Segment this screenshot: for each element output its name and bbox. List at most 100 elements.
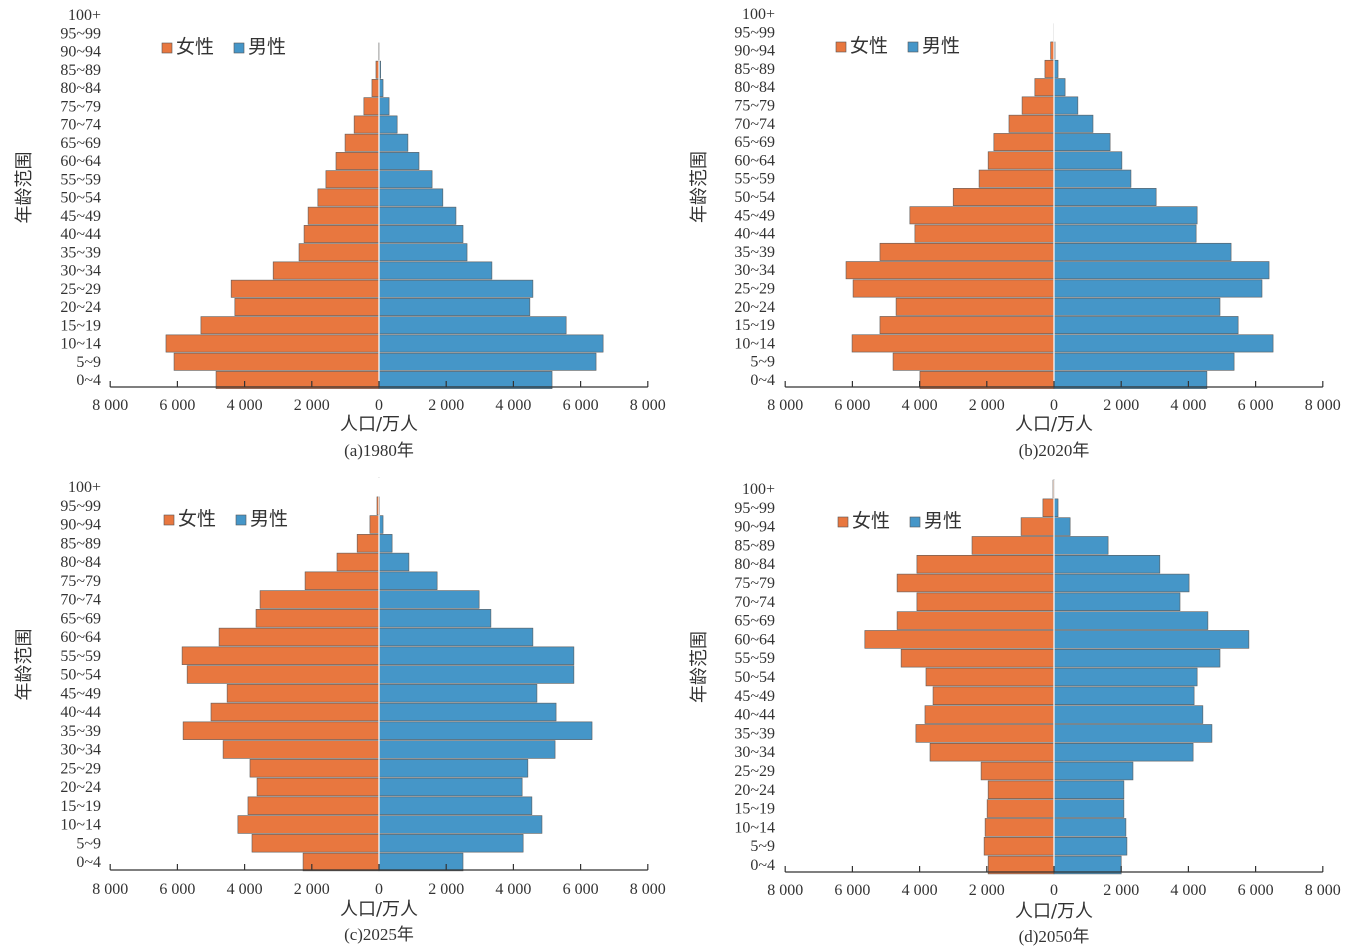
age-label: 5~9 — [750, 354, 775, 371]
x-tick-label: 8 000 — [767, 397, 803, 414]
y-axis-title: 年龄范围 — [14, 152, 35, 224]
age-label: 30~34 — [60, 742, 101, 759]
bar-female-45~49 — [307, 206, 380, 225]
legend-label-female: 女性 — [176, 36, 214, 58]
panel-caption: (c)2025年 — [344, 925, 414, 944]
bar-female-5~9 — [892, 352, 1055, 371]
x-tick-label: 2 000 — [428, 881, 464, 898]
bar-male-55~59 — [1053, 169, 1132, 188]
bar-female-30~34 — [929, 742, 1055, 762]
bar-female-30~34 — [845, 261, 1055, 280]
bar-male-70~74 — [1053, 592, 1181, 612]
x-tick-label: 2 000 — [969, 882, 1005, 899]
bar-female-0~4 — [215, 371, 380, 389]
bar-female-60~64 — [864, 630, 1055, 649]
bar-male-90~94 — [378, 515, 384, 534]
bar-male-75~79 — [1053, 573, 1190, 593]
age-label: 10~14 — [734, 819, 775, 836]
panel-caption: (d)2050年 — [1019, 927, 1090, 946]
x-tick-label: 6 000 — [159, 397, 195, 414]
y-axis-title: 年龄范围 — [689, 631, 710, 703]
bar-male-75~79 — [378, 571, 438, 590]
bar-male-5~9 — [378, 834, 524, 853]
age-label: 65~69 — [60, 135, 101, 152]
bar-male-65~69 — [378, 609, 492, 628]
x-axis-title: 人口/万人 — [340, 414, 418, 435]
bar-female-5~9 — [251, 834, 380, 853]
bar-male-15~19 — [378, 316, 567, 335]
age-label: 85~89 — [60, 62, 101, 79]
bar-male-5~9 — [1053, 352, 1235, 371]
bar-male-15~19 — [1053, 316, 1239, 335]
age-label: 65~69 — [734, 134, 775, 151]
bar-male-75~79 — [1053, 96, 1079, 115]
x-tick-label: 6 000 — [834, 882, 870, 899]
x-tick-label: 2 000 — [294, 397, 330, 414]
bar-female-50~54 — [186, 665, 380, 684]
bar-female-20~24 — [234, 298, 380, 316]
age-label: 45~49 — [60, 685, 101, 702]
age-label: 75~79 — [734, 98, 775, 115]
x-tick-label: 0 — [375, 397, 383, 414]
bar-female-80~84 — [916, 554, 1055, 574]
age-label: 0~4 — [76, 372, 101, 389]
bar-male-20~24 — [378, 777, 523, 797]
legend-swatch-female — [161, 42, 173, 54]
legend-swatch-male — [907, 41, 919, 53]
x-tick-label: 4 000 — [495, 397, 531, 414]
bar-male-85~89 — [378, 534, 393, 553]
bar-female-20~24 — [256, 777, 380, 797]
x-axis-title: 人口/万人 — [1015, 901, 1093, 922]
age-label: 20~24 — [734, 299, 775, 316]
age-label: 15~19 — [734, 801, 775, 818]
bar-male-15~19 — [378, 796, 533, 815]
bar-female-30~34 — [272, 261, 380, 280]
age-label: 50~54 — [734, 189, 775, 206]
age-label: 85~89 — [60, 535, 101, 552]
age-label: 50~54 — [60, 190, 101, 207]
bar-female-35~39 — [298, 243, 380, 262]
age-label: 90~94 — [60, 517, 101, 534]
age-label: 10~14 — [60, 336, 101, 353]
legend-label-female: 女性 — [852, 510, 890, 532]
bar-male-50~54 — [1053, 667, 1198, 687]
bar-female-45~49 — [909, 206, 1055, 225]
age-label: 95~99 — [734, 24, 775, 41]
legend-swatch-male — [909, 516, 921, 528]
x-axis-title: 人口/万人 — [340, 899, 418, 920]
x-tick-label: 4 000 — [495, 881, 531, 898]
age-label: 35~39 — [734, 244, 775, 261]
legend-swatch-female — [163, 514, 175, 526]
age-label: 30~34 — [734, 262, 775, 279]
age-label: 80~84 — [60, 80, 101, 97]
age-label: 40~44 — [60, 704, 101, 721]
y-axis-title: 年龄范围 — [14, 629, 35, 701]
age-label: 25~29 — [734, 763, 775, 780]
legend: 女性 男性 — [163, 508, 288, 530]
bar-female-75~79 — [1021, 96, 1055, 115]
x-tick-label: 6 000 — [1238, 882, 1274, 899]
age-label: 0~4 — [750, 857, 775, 874]
bar-female-20~24 — [987, 780, 1055, 800]
bar-male-40~44 — [378, 702, 557, 722]
bar-male-55~59 — [1053, 648, 1221, 668]
age-label: 30~34 — [60, 263, 101, 280]
legend-swatch-female — [835, 41, 847, 53]
age-label: 60~64 — [734, 152, 775, 169]
bar-male-40~44 — [378, 225, 464, 243]
bar-female-40~44 — [924, 705, 1055, 724]
legend-label-male: 男性 — [248, 36, 286, 58]
age-label: 95~99 — [60, 25, 101, 42]
x-tick-label: 8 000 — [1305, 397, 1341, 414]
age-label: 95~99 — [60, 498, 101, 515]
bar-female-75~79 — [304, 571, 380, 590]
bar-female-70~74 — [259, 590, 380, 609]
bar-female-90~94 — [1020, 517, 1055, 536]
bar-male-80~84 — [1053, 78, 1066, 97]
bar-male-30~34 — [1053, 742, 1194, 762]
bar-male-50~54 — [1053, 188, 1157, 206]
bar-female-65~69 — [255, 609, 380, 628]
age-label: 45~49 — [734, 207, 775, 224]
bar-male-5~9 — [378, 352, 597, 371]
